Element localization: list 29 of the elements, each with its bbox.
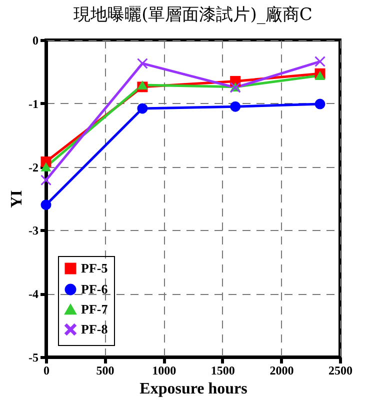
legend-label: PF-5 [81, 260, 108, 276]
x-tick-label: 1500 [210, 364, 235, 378]
x-axis-title: Exposure hours [140, 380, 248, 398]
y-tick-label: -4 [28, 287, 38, 302]
point [137, 80, 148, 90]
point [314, 70, 326, 80]
x-tick-label: 1000 [152, 364, 176, 378]
point [230, 101, 241, 112]
point [314, 98, 326, 110]
x-tick-label: 500 [96, 364, 114, 378]
point [314, 56, 326, 67]
point [137, 58, 148, 69]
y-tick-label: -3 [28, 224, 38, 238]
y-axis-title: YI [8, 190, 26, 208]
y-tick-label: 0 [32, 34, 38, 48]
x-tick-label: 0 [44, 364, 50, 378]
point [137, 103, 148, 114]
point [40, 200, 52, 210]
legend-label: PF-6 [81, 282, 108, 296]
point [40, 162, 52, 172]
y-tick-label: -1 [28, 96, 38, 111]
chart-title: 現地曝曬(單層面漆試片)_廠商C [74, 5, 312, 25]
x-tick-label: 2500 [328, 364, 352, 378]
point [40, 174, 52, 186]
y-tick-label: -5 [28, 350, 38, 364]
x-tick-label: 2000 [270, 364, 294, 378]
y-tick-label: -2 [28, 160, 38, 174]
legend-label: PF-7 [81, 302, 108, 316]
legend-label: PF-8 [81, 322, 108, 336]
